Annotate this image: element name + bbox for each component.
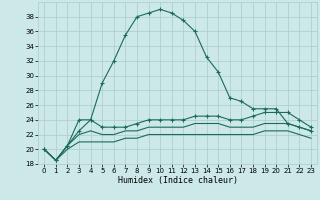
X-axis label: Humidex (Indice chaleur): Humidex (Indice chaleur) [118, 176, 238, 185]
